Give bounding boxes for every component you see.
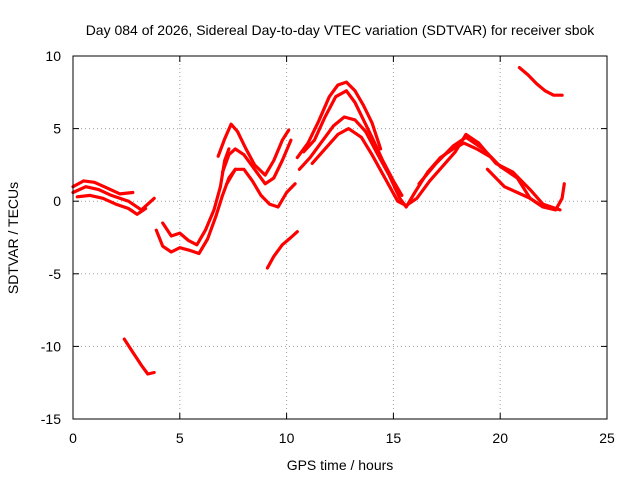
series-arc-short-rise [265, 230, 299, 270]
x-tick-label: 15 [386, 430, 402, 446]
grid-lines [73, 56, 607, 419]
y-tick-label: -15 [41, 411, 61, 427]
series-arc-early-drop [122, 337, 156, 376]
series-group [71, 66, 566, 376]
series-arc-big-lower [297, 115, 494, 209]
series-arc-late-high [517, 66, 564, 97]
x-tick-labels: 0 5 10 15 20 25 [69, 430, 615, 446]
y-axis-label: SDTVAR / TECUs [5, 182, 21, 294]
y-tick-label: 10 [45, 48, 61, 64]
y-tick-label: 0 [53, 193, 61, 209]
series-arc-dip-upper [161, 147, 231, 247]
x-tick-label: 5 [176, 430, 184, 446]
series-arc-late-upper [417, 135, 541, 206]
y-tick-label: 5 [53, 121, 61, 137]
series-arc-main-lower [75, 193, 148, 216]
y-tick-label: -5 [49, 266, 62, 282]
series-arc-big-upper [295, 80, 383, 160]
x-axis-label: GPS time / hours [287, 457, 394, 473]
plot-frame [72, 55, 608, 420]
x-tick-label: 0 [69, 430, 77, 446]
series-arc-late-lower [485, 167, 566, 212]
series-arc-hump-mid [220, 138, 293, 186]
x-tick-label: 25 [599, 430, 615, 446]
y-tick-label: -10 [41, 338, 61, 354]
series-arc-dip-lower [154, 167, 237, 256]
series-arc-hump-lower [225, 167, 297, 209]
x-tick-label: 20 [492, 430, 508, 446]
series-arc-big-lowest [310, 127, 562, 212]
chart-title: Day 084 of 2026, Sidereal Day-to-day VTE… [86, 22, 596, 38]
axis-ticks [72, 55, 608, 420]
x-tick-label: 10 [279, 430, 295, 446]
y-tick-labels: -15 -10 -5 0 5 10 [41, 48, 61, 427]
series-arc-main-upper [71, 179, 135, 196]
series-arc-hump-upper [216, 122, 291, 177]
